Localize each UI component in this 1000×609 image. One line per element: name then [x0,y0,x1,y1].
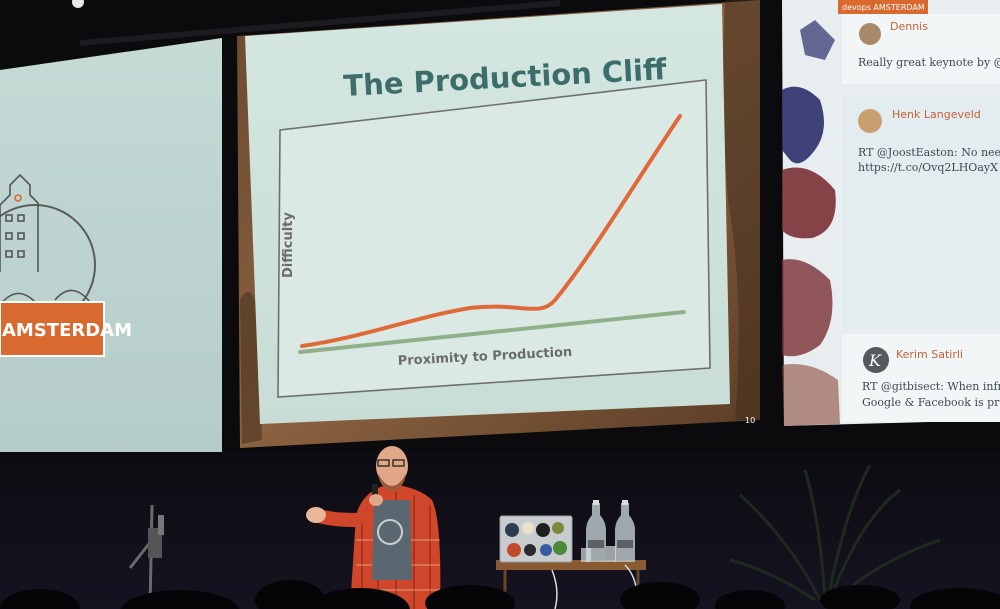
tweet-card-2: Henk Langeveld RT @JoostEaston: No need … [842,96,1000,328]
tweet-text: RT @JoostEaston: No need [858,146,1000,159]
laptop [499,515,573,563]
center-screen: The Production Cliff Difficulty Proximit… [237,0,760,448]
avatar [863,347,889,373]
baseline-line [298,310,686,354]
right-screen: devops AMSTERDAM Dennis Really great key… [782,0,1000,426]
water-bottles [581,500,635,562]
amsterdam-badge [0,301,105,357]
slide-number: 10 [745,416,755,425]
chart-frame [277,79,711,398]
head [376,446,408,486]
left-screen: AMSTERDAM [0,38,222,462]
ceiling-truss [80,0,560,46]
tweet-card-1: Dennis Really great keynote by @a [842,14,1000,84]
tweet-text: Google & Facebook is pro [862,396,1000,409]
t-shirt [372,500,412,580]
tweet-author: Henk Langeveld [892,108,981,121]
amsterdam-badge-text: AMSTERDAM [2,320,132,341]
tweet-author: Kerim Satirli [896,348,963,361]
avatar [858,109,882,133]
glasses [377,459,390,467]
audience-silhouettes [0,580,1000,609]
avatar [859,23,881,45]
tweet-text: RT @gitbisect: When infr [862,380,1000,393]
devops-banner-text: devops AMSTERDAM [842,3,925,12]
devops-banner [838,0,928,14]
handheld-microphone [372,484,378,502]
tweet-author: Dennis [890,20,928,33]
avatar-k-glyph: K [868,351,882,370]
tweet-card-3: K Kerim Satirli RT @gitbisect: When infr… [842,334,1000,422]
world-map-graphic [782,20,840,426]
beard [378,474,406,492]
y-axis-label: Difficulty [281,212,296,278]
speaker-person [306,446,441,609]
left-hand [306,507,326,523]
ceiling-light [72,0,84,8]
microphone-stand [128,504,164,609]
tweet-text: Really great keynote by @a [858,56,1000,69]
production-cliff-curve [300,114,682,348]
tweet-link: https://t.co/Ovq2LHOayX [858,161,998,174]
canal-house-icon [0,173,39,272]
